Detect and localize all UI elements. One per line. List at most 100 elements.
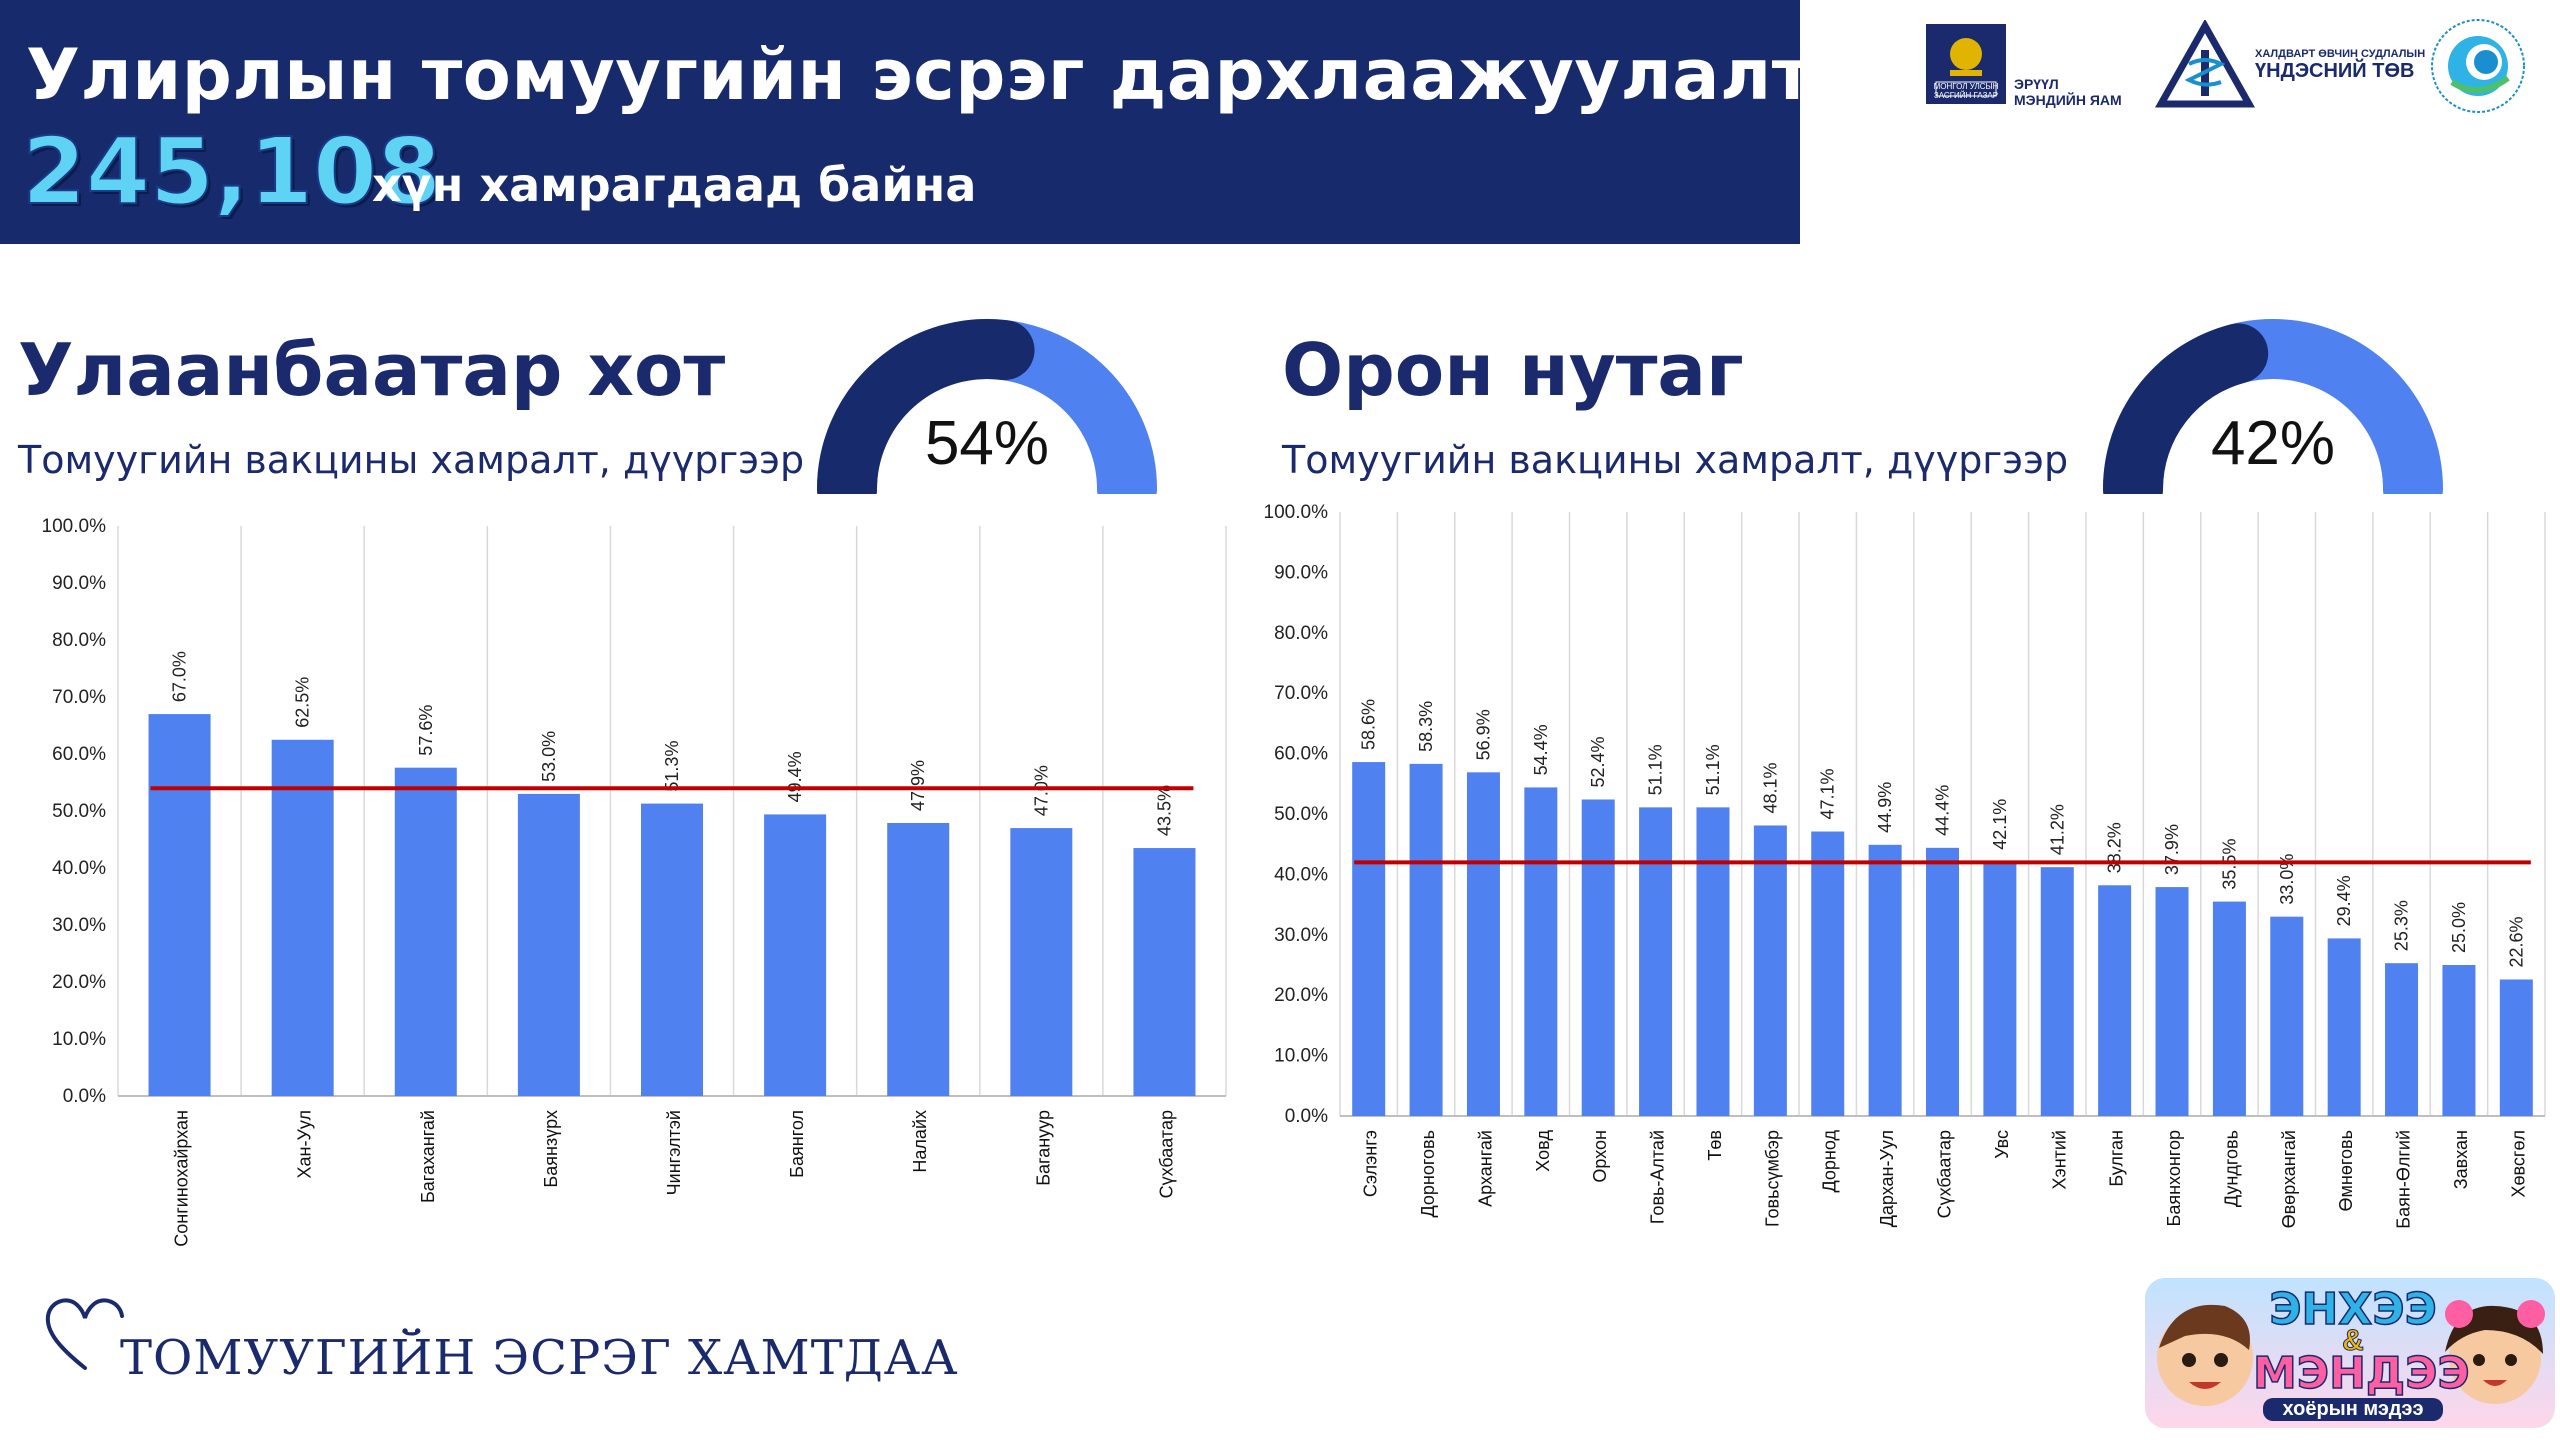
city-ytick-label: 100.0% — [42, 516, 107, 537]
rural-category-label: Увс — [1992, 1130, 2012, 1159]
rural-bar — [2499, 979, 2533, 1116]
public-health-logo — [2428, 16, 2528, 116]
city-ytick-label: 20.0% — [52, 972, 106, 993]
rural-ytick-label: 50.0% — [1274, 804, 1328, 825]
rural-value-label: 54.4% — [1531, 724, 1551, 775]
rural-category-label: Дорнод — [1820, 1130, 1840, 1193]
city-category-label: Баянзүрх — [541, 1110, 561, 1188]
rural-category-label: Архангай — [1475, 1130, 1495, 1207]
rural-value-label: 22.6% — [2506, 916, 2526, 967]
city-category-label: Налайх — [910, 1110, 930, 1173]
city-value-label: 49.4% — [785, 751, 805, 802]
rural-category-label: Өмнөговь — [2336, 1130, 2356, 1211]
rural-bar — [1696, 807, 1730, 1116]
rural-bar — [1926, 847, 1959, 1116]
rural-bar — [2212, 901, 2246, 1116]
city-category-label: Сонгинохайрхан — [172, 1110, 192, 1247]
rural-bar — [1581, 799, 1615, 1116]
rural-value-label: 56.9% — [1473, 709, 1493, 760]
city-value-label: 47.0% — [1031, 765, 1051, 816]
city-ytick-label: 60.0% — [52, 744, 106, 765]
badge-title-line-3: хоёрын мэдээ — [2263, 1398, 2443, 1421]
rural-value-label: 29.4% — [2334, 875, 2354, 926]
nccd-logo: ХАЛДВАРТ ӨВЧИН СУДЛАЛЫН ҮНДЭСНИЙ ТӨВ — [2155, 18, 2435, 120]
city-coverage-gauge: 54% — [812, 304, 1162, 519]
rural-category-label: Булган — [2107, 1130, 2127, 1187]
city-ytick-label: 70.0% — [52, 687, 106, 708]
city-ytick-label: 90.0% — [52, 573, 106, 594]
rural-ytick-label: 30.0% — [1274, 925, 1328, 946]
footer-slogan-text: ТОМУУГИЙН ЭСРЭГ ХАМТДАА — [120, 1330, 959, 1386]
rural-value-label: 58.3% — [1416, 701, 1436, 752]
public-health-emblem-icon — [2431, 19, 2525, 113]
rural-value-label: 37.9% — [2162, 824, 2182, 875]
rural-value-label: 44.4% — [1933, 785, 1953, 836]
rural-ytick-label: 90.0% — [1274, 562, 1328, 583]
city-ytick-label: 40.0% — [52, 858, 106, 879]
rural-category-label: Орхон — [1590, 1130, 1610, 1183]
enkhee-mendee-badge: ЭНХЭЭ & МЭНДЭЭ хоёрын мэдээ — [2145, 1278, 2555, 1428]
city-bar — [148, 714, 211, 1096]
rural-gauge-value: 42% — [2210, 409, 2336, 478]
rural-category-label: Өвөрхангай — [2279, 1130, 2299, 1228]
rural-bar — [2270, 916, 2304, 1116]
city-bar — [887, 822, 950, 1096]
rural-category-label: Хөвсгөл — [2508, 1130, 2528, 1197]
rural-category-label: Дархан-Уул — [1877, 1130, 1897, 1227]
badge-title-line-2: МЭНДЭЭ — [2252, 1347, 2470, 1400]
city-ytick-label: 50.0% — [52, 801, 106, 822]
rural-bar — [2385, 963, 2419, 1116]
rural-category-label: Дорноговь — [1418, 1130, 1438, 1218]
rural-value-label: 42.1% — [1990, 799, 2010, 850]
rural-value-label: 44.9% — [1875, 782, 1895, 833]
heart-outline-icon — [45, 1298, 124, 1370]
city-bar — [1133, 848, 1196, 1096]
city-bar — [271, 739, 334, 1096]
rural-category-label: Сэлэнгэ — [1361, 1130, 1381, 1197]
rural-category-label: Говьсүмбэр — [1762, 1130, 1782, 1227]
rural-category-label: Ховд — [1533, 1130, 1553, 1172]
city-section-subtitle: Томуугийн вакцины хамралт, дүүргээр — [18, 438, 805, 482]
rural-ytick-label: 70.0% — [1274, 683, 1328, 704]
city-category-label: Чингэлтэй — [664, 1110, 684, 1195]
rural-gauge-fill — [2103, 323, 2269, 519]
rural-bar — [1753, 825, 1787, 1116]
ministry-logo: МОНГОЛ УЛСЫН ЗАСГИЙН ГАЗАР ЭРҮҮЛ МЭНДИЙН… — [1926, 24, 2176, 114]
rural-bar — [2442, 965, 2476, 1116]
badge-title-line-1: ЭНХЭЭ — [2268, 1283, 2437, 1336]
city-category-label: Баянгол — [787, 1110, 807, 1178]
city-value-label: 67.0% — [170, 651, 190, 702]
rural-value-label: 58.6% — [1359, 699, 1379, 750]
city-category-label: Багануур — [1033, 1110, 1053, 1186]
city-category-label: Сүхбаатар — [1156, 1110, 1176, 1198]
rural-category-label: Хэнтий — [2049, 1130, 2069, 1189]
rural-value-label: 47.1% — [1818, 768, 1838, 819]
rural-bar — [1868, 844, 1902, 1116]
rural-value-label: 51.1% — [1646, 744, 1666, 795]
nccd-name-line-2: ҮНДЭСНИЙ ТӨВ — [2255, 60, 2415, 82]
rural-value-label: 38.2% — [2105, 822, 2125, 873]
city-category-label: Багахангай — [418, 1110, 438, 1203]
rural-category-label: Дундговь — [2221, 1130, 2241, 1207]
rural-category-label: Завхан — [2451, 1130, 2471, 1189]
city-gauge-value: 54% — [924, 409, 1050, 478]
rural-bar — [1811, 831, 1845, 1116]
city-bar — [764, 814, 827, 1096]
page-title: Улирлын томуугийн эсрэг дархлаажуулалт — [26, 34, 1813, 116]
city-value-label: 47.9% — [908, 760, 928, 811]
rural-bar — [1639, 807, 1673, 1116]
rural-bar — [1983, 861, 2017, 1116]
city-value-label: 57.6% — [416, 705, 436, 756]
rural-bar — [2098, 885, 2132, 1116]
rural-bar — [2327, 938, 2361, 1116]
rural-bar — [1352, 762, 1386, 1116]
rural-ytick-label: 0.0% — [1285, 1106, 1328, 1127]
rural-ytick-label: 60.0% — [1274, 744, 1328, 765]
rural-category-label: Баян-Өлгий — [2394, 1130, 2414, 1229]
rural-section-title: Орон нутаг — [1282, 328, 1744, 412]
nccd-triangle-icon — [2155, 18, 2255, 108]
kids-characters-icon — [2157, 1300, 2545, 1406]
rural-category-label: Төв — [1705, 1130, 1725, 1161]
rural-value-label: 25.3% — [2392, 900, 2412, 951]
city-value-label: 51.3% — [662, 741, 682, 792]
